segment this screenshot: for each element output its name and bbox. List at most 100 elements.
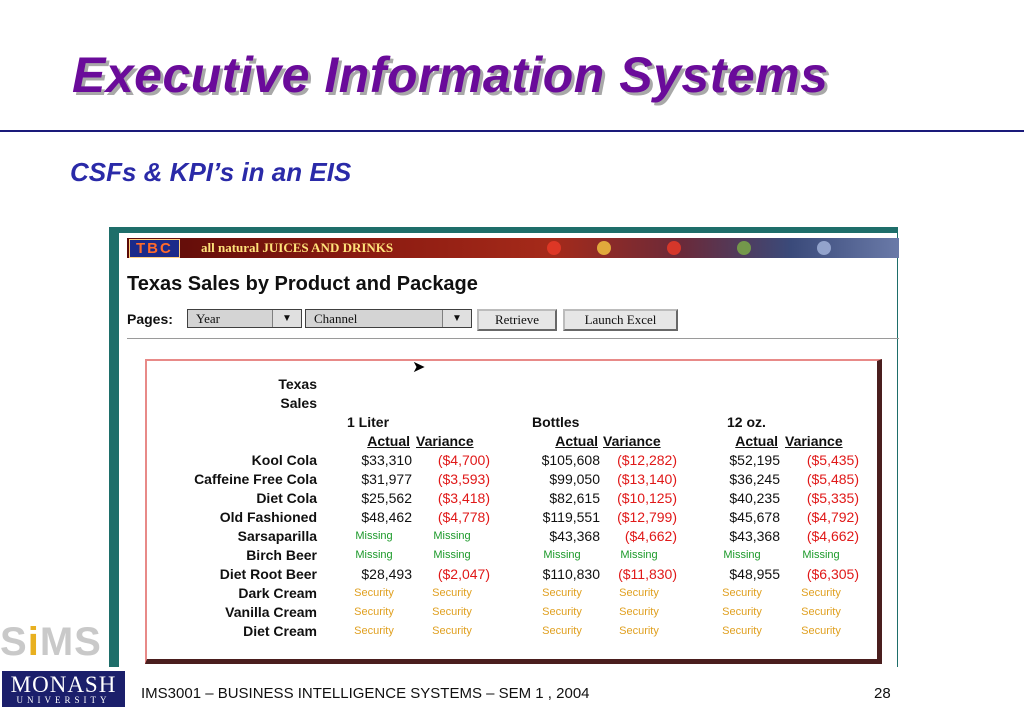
monash-logo-text: MONASH: [10, 672, 117, 697]
row-label: Old Fashioned: [219, 509, 317, 525]
header-sales: Sales: [280, 395, 317, 411]
report-table: Texas Sales 1 Liter Bottles 12 oz. Actua…: [145, 359, 882, 664]
table-cell: $82,615: [549, 490, 600, 506]
table-cell: ($2,047): [437, 566, 490, 582]
table-cell: Security: [619, 606, 659, 618]
table-cell: $119,551: [542, 509, 600, 525]
table-cell: ($4,662): [624, 528, 677, 544]
group-header: Bottles: [532, 414, 580, 430]
tbc-logo: TBC: [129, 239, 180, 258]
table-cell: Security: [542, 606, 582, 618]
table-cell: Security: [722, 606, 762, 618]
table-cell: $110,830: [542, 566, 600, 582]
table-cell: Security: [801, 606, 841, 618]
table-cell: $36,245: [729, 471, 780, 487]
table-cell: ($12,282): [617, 452, 677, 468]
row-label: Diet Root Beer: [219, 566, 317, 582]
table-cell: $105,608: [541, 452, 600, 468]
sims-logo-text: S: [0, 620, 28, 664]
table-cell: Security: [432, 606, 472, 618]
table-cell: ($3,593): [437, 471, 490, 487]
fruit-decoration: [547, 241, 561, 255]
table-cell: ($4,792): [806, 509, 859, 525]
slide-subtitle: CSFs & KPI’s in an EIS: [70, 157, 352, 187]
group-header: 12 oz.: [727, 414, 766, 430]
table-cell: Security: [722, 625, 762, 637]
table-cell: Missing: [433, 530, 471, 542]
table-cell: ($10,125): [617, 490, 677, 506]
sims-logo: SiMS: [0, 620, 110, 664]
university-logo-text: UNIVERSITY: [16, 695, 111, 705]
pages-label: Pages:: [127, 311, 173, 327]
table-cell: $31,977: [361, 471, 412, 487]
mouse-pointer-icon: ➤: [412, 359, 426, 376]
group-header: 1 Liter: [347, 414, 390, 430]
table-cell: Missing: [620, 549, 658, 561]
tbc-banner: TBC all natural JUICES AND DRINKS: [127, 238, 899, 258]
row-label: Vanilla Cream: [225, 604, 317, 620]
table-cell: Missing: [802, 549, 840, 561]
column-header: Variance: [416, 433, 474, 449]
table-cell: $28,493: [361, 566, 412, 582]
channel-dropdown-value: Channel: [314, 311, 358, 326]
table-cell: ($4,662): [806, 528, 859, 544]
table-cell: $48,955: [729, 566, 780, 582]
column-header: Variance: [785, 433, 843, 449]
launch-excel-button[interactable]: Launch Excel: [563, 309, 678, 331]
slide-page-number: 28: [874, 685, 891, 702]
table-cell: ($13,140): [617, 471, 677, 487]
table-cell: Security: [432, 625, 472, 637]
table-cell: $43,368: [729, 528, 780, 544]
retrieve-button[interactable]: Retrieve: [477, 309, 557, 331]
header-texas: Texas: [278, 376, 317, 392]
table-cell: $43,368: [549, 528, 600, 544]
title-divider: [0, 130, 1024, 132]
table-cell: ($12,799): [617, 509, 677, 525]
fruit-decoration: [667, 241, 681, 255]
table-cell: Security: [542, 625, 582, 637]
table-cell: Security: [354, 625, 394, 637]
fruit-decoration: [817, 241, 831, 255]
sims-logo-text: MS: [39, 620, 102, 664]
table-cell: Security: [722, 587, 762, 599]
chevron-down-icon[interactable]: ▼: [272, 310, 301, 327]
table-cell: $48,462: [361, 509, 412, 525]
table-cell: ($5,435): [806, 452, 859, 468]
row-label: Kool Cola: [251, 452, 317, 468]
row-label: Birch Beer: [246, 547, 317, 563]
table-cell: Security: [354, 587, 394, 599]
table-cell: ($5,335): [806, 490, 859, 506]
row-label: Diet Cream: [243, 623, 317, 639]
slide-footer: IMS3001 – BUSINESS INTELLIGENCE SYSTEMS …: [141, 685, 590, 702]
year-dropdown[interactable]: Year ▼: [187, 309, 302, 328]
table-cell: Missing: [355, 530, 393, 542]
row-label: Sarsaparilla: [237, 528, 317, 544]
table-cell: Security: [619, 587, 659, 599]
table-cell: Security: [619, 625, 659, 637]
table-cell: ($4,700): [437, 452, 490, 468]
column-header: Variance: [603, 433, 661, 449]
eis-app-screenshot: TBC all natural JUICES AND DRINKS Texas …: [109, 227, 899, 667]
row-label: Caffeine Free Cola: [194, 471, 317, 487]
table-cell: Missing: [355, 549, 393, 561]
table-cell: Missing: [723, 549, 761, 561]
table-cell: Security: [542, 587, 582, 599]
table-cell: ($11,830): [618, 566, 677, 582]
table-cell: Missing: [433, 549, 471, 561]
slide-title: Executive Information Systems: [72, 47, 829, 103]
table-cell: $52,195: [729, 452, 780, 468]
column-header: Actual: [735, 433, 778, 449]
chevron-down-icon[interactable]: ▼: [442, 310, 471, 327]
sims-logo-text: i: [27, 620, 40, 664]
table-cell: $45,678: [729, 509, 780, 525]
fruit-decoration: [737, 241, 751, 255]
table-cell: Security: [432, 587, 472, 599]
table-cell: $40,235: [729, 490, 780, 506]
table-cell: $25,562: [361, 490, 412, 506]
table-cell: Security: [801, 587, 841, 599]
channel-dropdown[interactable]: Channel ▼: [305, 309, 472, 328]
table-cell: Security: [801, 625, 841, 637]
row-label: Diet Cola: [256, 490, 317, 506]
table-cell: Security: [354, 606, 394, 618]
banner-slogan: all natural JUICES AND DRINKS: [201, 240, 394, 255]
